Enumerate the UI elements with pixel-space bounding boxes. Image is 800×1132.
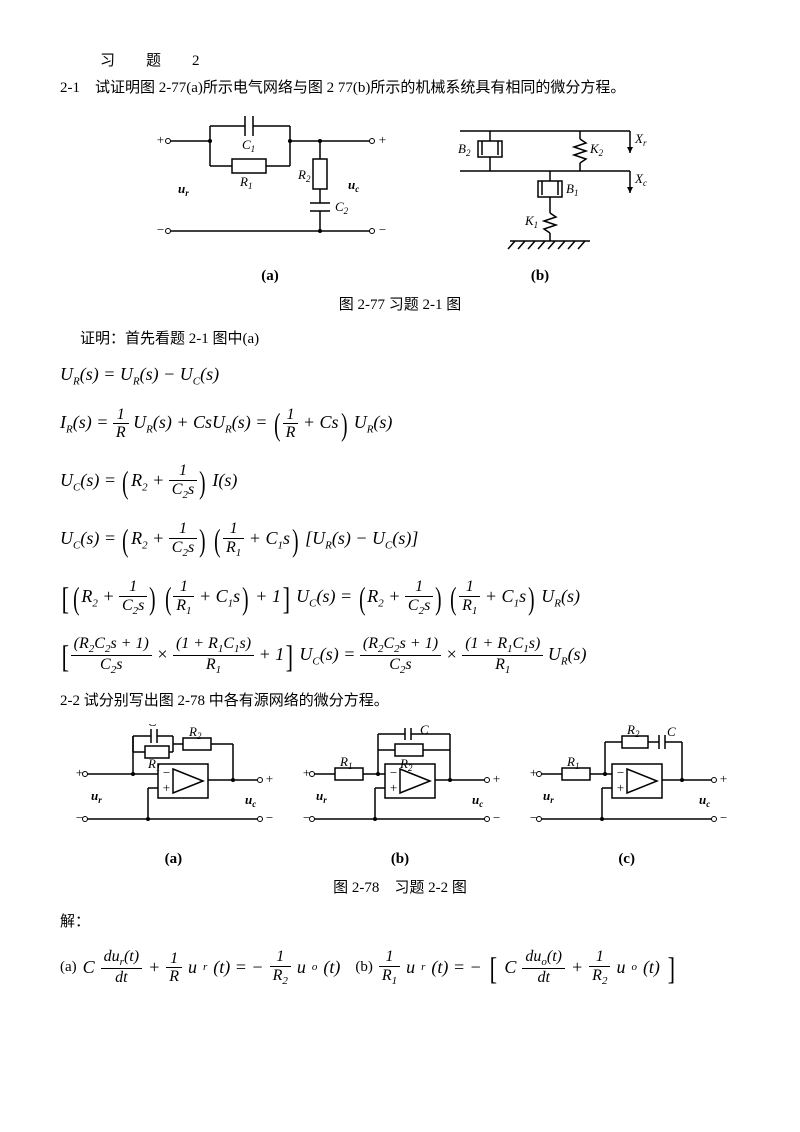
fig-b-label: (b) — [430, 265, 650, 288]
svg-text:R1: R1 — [339, 754, 352, 771]
problem-2-2: 2-2 试分别写出图 2-78 中各有源网络的微分方程。 — [60, 690, 740, 713]
svg-text:Xr: Xr — [634, 131, 647, 148]
eq-5: [(R2 + 1C2s) (1R1 + C1s) + 1] UC(s) = (R… — [60, 574, 740, 622]
svg-text:+: + — [302, 765, 311, 780]
problem-2-1: 2-1 试证明图 2-77(a)所示电气网络与图 2 77(b)所示的机械系统具… — [60, 77, 740, 100]
svg-text:+: + — [162, 780, 171, 795]
svg-text:+: + — [265, 771, 273, 786]
svg-text:uc: uc — [245, 792, 256, 809]
svg-text:+: + — [616, 780, 625, 795]
eq-2: IR(s) = 1R UR(s) + CsUR(s) = (1R + Cs) U… — [60, 400, 740, 448]
svg-text:+: + — [75, 765, 84, 780]
ans-a-label: (a) — [60, 956, 77, 979]
svg-text:−: − — [162, 765, 171, 780]
svg-text:B2: B2 — [458, 141, 471, 158]
svg-text:−: − — [492, 810, 500, 825]
figure-2-77a: C1 R1 R2 C2 + — [150, 111, 390, 288]
eq-3: UC(s) = (R2 + 1C2s) I(s) — [60, 458, 740, 506]
svg-text:+: + — [389, 780, 398, 795]
svg-text:−: − — [378, 222, 387, 237]
circuit-a-svg: C1 R1 R2 C2 + — [150, 111, 390, 261]
svg-text:R1: R1 — [239, 174, 252, 191]
svg-text:R2: R2 — [626, 724, 640, 739]
proof-intro: 证明：首先看题 2-1 图中(a) — [60, 328, 740, 351]
svg-text:C: C — [667, 724, 676, 739]
svg-text:ur: ur — [316, 788, 327, 805]
svg-text:−: − — [75, 810, 84, 825]
fig2c-label: (c) — [527, 848, 727, 871]
svg-text:+: + — [156, 132, 165, 147]
fig-2-77-caption: 图 2-77 习题 2-1 图 — [60, 294, 740, 317]
section-title: 习 题 2 — [60, 50, 740, 73]
svg-text:+: + — [492, 771, 500, 786]
svg-text:R1: R1 — [566, 754, 579, 771]
figure-2-78: C R1 R2 + − + — [60, 724, 740, 871]
figure-2-77: C1 R1 R2 C2 + — [60, 111, 740, 288]
solution-label: 解： — [60, 911, 740, 934]
figure-2-78a: C R1 R2 + − + — [73, 724, 273, 871]
figure-2-78b: C R2 + R1 − + + — [300, 724, 500, 871]
answer-a-b: (a) C dur(t)dt + 1R ur(t) = − 1R2 uo(t) … — [60, 944, 740, 992]
opamp-a-svg: C R1 R2 + − + — [73, 724, 273, 844]
figure-2-77b: B2 K2 Xr B1 Xc K — [430, 111, 650, 288]
ans-b-label: (b) — [355, 956, 373, 979]
svg-text:R2: R2 — [188, 724, 202, 741]
svg-text:ur: ur — [543, 788, 554, 805]
svg-text:R2: R2 — [297, 167, 311, 184]
svg-text:C: C — [148, 724, 157, 729]
fig2b-label: (b) — [300, 848, 500, 871]
mechanical-b-svg: B2 K2 Xr B1 Xc K — [430, 111, 650, 261]
opamp-c-svg: R2 C + R1 − + + — [527, 724, 727, 844]
svg-text:K1: K1 — [524, 213, 538, 230]
fig-a-label: (a) — [150, 265, 390, 288]
svg-text:+: + — [719, 771, 727, 786]
svg-text:uc: uc — [348, 177, 359, 194]
svg-text:+: + — [529, 765, 538, 780]
svg-text:−: − — [302, 810, 311, 825]
svg-text:−: − — [265, 810, 273, 825]
svg-text:−: − — [389, 765, 398, 780]
eq-4: UC(s) = (R2 + 1C2s) (1R1 + C1s) [UR(s) −… — [60, 516, 740, 564]
svg-text:uc: uc — [699, 792, 710, 809]
svg-text:Xc: Xc — [634, 171, 647, 188]
svg-text:ur: ur — [91, 788, 102, 805]
svg-text:C2: C2 — [335, 199, 349, 216]
svg-text:C: C — [420, 724, 429, 737]
svg-text:B1: B1 — [566, 181, 578, 198]
svg-text:−: − — [616, 765, 625, 780]
svg-text:ur: ur — [178, 181, 189, 198]
svg-text:−: − — [529, 810, 538, 825]
fig-2-78-caption: 图 2-78 习题 2-2 图 — [60, 877, 740, 900]
svg-text:−: − — [719, 810, 727, 825]
svg-text:+: + — [378, 132, 387, 147]
eq-1: UR(s) = UR(s) − UC(s) — [60, 361, 740, 390]
svg-text:K2: K2 — [589, 141, 604, 158]
svg-text:−: − — [156, 222, 165, 237]
svg-text:C1: C1 — [242, 137, 255, 154]
svg-text:uc: uc — [472, 792, 483, 809]
figure-2-78c: R2 C + R1 − + + — [527, 724, 727, 871]
fig2a-label: (a) — [73, 848, 273, 871]
opamp-b-svg: C R2 + R1 − + + — [300, 724, 500, 844]
eq-6: [(R2C2s + 1)C2s × (1 + R1C1s)R1 + 1] UC(… — [60, 632, 740, 680]
